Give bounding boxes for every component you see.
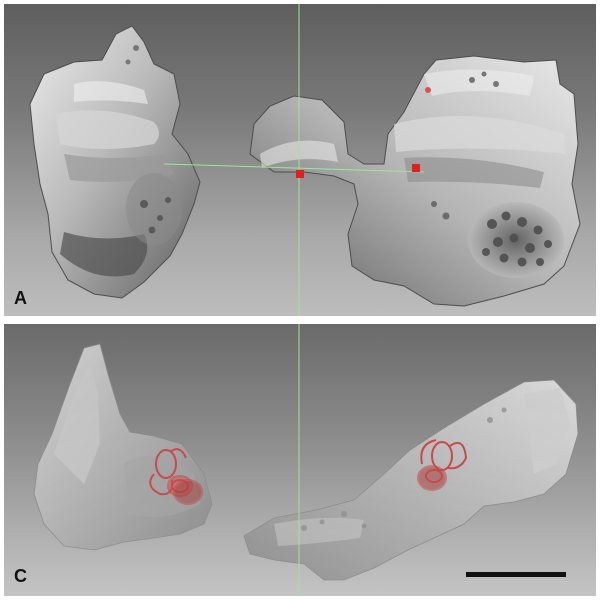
left-translucent-bone bbox=[33, 343, 213, 551]
left-bone-specimen bbox=[29, 25, 201, 299]
right-inner-ear bbox=[417, 439, 468, 491]
right-translucent-bone bbox=[243, 379, 579, 581]
panel-label-c: C bbox=[14, 566, 27, 586]
panel-c-render bbox=[33, 324, 579, 596]
landmark-marker bbox=[425, 87, 431, 93]
right-bone-specimen bbox=[249, 55, 581, 307]
panel-a-render bbox=[29, 4, 581, 316]
panel-label-a: A bbox=[14, 288, 27, 308]
scale-bar bbox=[466, 572, 566, 577]
crosshair-horizontal bbox=[163, 163, 425, 173]
landmark-marker bbox=[412, 164, 420, 172]
panel-c: C bbox=[4, 324, 596, 596]
panel-a: A bbox=[4, 4, 596, 316]
landmark-marker bbox=[296, 170, 304, 178]
left-inner-ear bbox=[149, 448, 203, 505]
